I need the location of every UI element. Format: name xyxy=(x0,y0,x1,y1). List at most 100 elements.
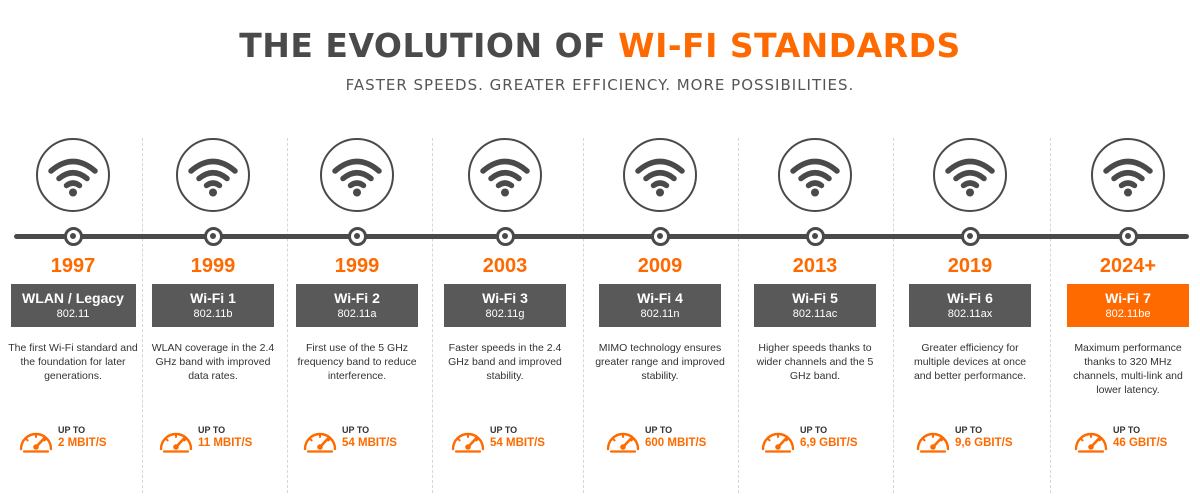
standard-year: 2009 xyxy=(637,255,683,277)
wifi-icon xyxy=(778,138,852,212)
speed-prefix: UP TO xyxy=(1113,425,1141,435)
standard-code: 802.11ac xyxy=(792,308,838,320)
standard-box: Wi-Fi 6 802.11ax xyxy=(909,284,1031,327)
standard-description: First use of the 5 GHz frequency band to… xyxy=(297,342,417,382)
timeline-node xyxy=(1118,227,1138,246)
wifi-icon xyxy=(176,138,250,212)
speed-value: 54 MBIT/S xyxy=(342,437,397,449)
page-title: THE EVOLUTION OF WI-FI STANDARDS xyxy=(0,26,1200,65)
standard-name: Wi-Fi 6 xyxy=(947,290,993,306)
standard-box: Wi-Fi 4 802.11n xyxy=(599,284,721,327)
speed-value: 6,9 GBIT/S xyxy=(800,437,858,449)
standard-year: 1999 xyxy=(334,255,380,277)
standard-year: 2019 xyxy=(947,255,993,277)
timeline-node-dot xyxy=(501,233,508,239)
wifi-icon xyxy=(320,138,394,212)
speed-prefix: UP TO xyxy=(198,425,226,435)
column-divider xyxy=(583,138,584,493)
timeline-node-dot xyxy=(656,233,663,239)
speed-prefix: UP TO xyxy=(58,425,86,435)
standard-code: 802.11n xyxy=(640,308,680,320)
timeline-node xyxy=(960,227,980,246)
standard-code: 802.11b xyxy=(193,308,233,320)
timeline-line xyxy=(14,234,1189,239)
standard-name: Wi-Fi 3 xyxy=(482,290,528,306)
standard-box: WLAN / Legacy 802.11 xyxy=(10,284,136,327)
timeline-node-dot xyxy=(1124,233,1131,239)
speed-info: UP TO 600 MBIT/S xyxy=(604,425,724,455)
timeline-node-dot xyxy=(353,233,360,239)
title-part-dark: THE EVOLUTION OF xyxy=(239,26,619,65)
standard-code: 802.11ax xyxy=(947,308,993,320)
standard-code: 802.11 xyxy=(56,308,90,320)
timeline-node xyxy=(805,227,825,246)
speed-info: UP TO 54 MBIT/S xyxy=(301,425,421,455)
standard-description: The first Wi-Fi standard and the foundat… xyxy=(8,342,138,382)
standard-description: Maximum performance thanks to 320 MHz ch… xyxy=(1073,342,1183,396)
column-divider xyxy=(432,138,433,493)
wifi-icon xyxy=(36,138,110,212)
speed-prefix: UP TO xyxy=(800,425,828,435)
speed-info: UP TO 54 MBIT/S xyxy=(449,425,569,455)
standard-box: Wi-Fi 2 802.11a xyxy=(296,284,418,327)
timeline-node-dot xyxy=(811,233,818,239)
timeline-node xyxy=(495,227,515,246)
standard-box: Wi-Fi 3 802.11g xyxy=(444,284,566,327)
timeline-node-dot xyxy=(69,233,76,239)
column-divider xyxy=(738,138,739,493)
standard-name: Wi-Fi 4 xyxy=(637,290,683,306)
speed-value: 11 MBIT/S xyxy=(198,437,253,449)
standard-description: Greater efficiency for multiple devices … xyxy=(913,342,1027,382)
wifi-icon xyxy=(933,138,1007,212)
speed-prefix: UP TO xyxy=(955,425,983,435)
speed-prefix: UP TO xyxy=(490,425,518,435)
standard-code: 802.11g xyxy=(485,308,525,320)
timeline-node xyxy=(650,227,670,246)
speed-info: UP TO 2 MBIT/S xyxy=(17,425,137,455)
speed-value: 9,6 GBIT/S xyxy=(955,437,1013,449)
column-divider xyxy=(893,138,894,493)
standard-name: Wi-Fi 1 xyxy=(190,290,236,306)
timeline-node xyxy=(347,227,367,246)
column-divider xyxy=(1050,138,1051,493)
speed-value: 2 MBIT/S xyxy=(58,437,107,449)
standard-year: 2024+ xyxy=(1099,255,1157,277)
standard-year: 1997 xyxy=(50,255,96,277)
column-divider xyxy=(142,138,143,493)
standard-description: WLAN coverage in the 2.4 GHz band with i… xyxy=(151,342,275,382)
speed-info: UP TO 6,9 GBIT/S xyxy=(759,425,879,455)
standard-code: 802.11be xyxy=(1105,308,1151,320)
standard-box: Wi-Fi 7 802.11be xyxy=(1067,284,1189,327)
standard-name: Wi-Fi 5 xyxy=(792,290,838,306)
standard-name: Wi-Fi 2 xyxy=(334,290,380,306)
column-divider xyxy=(287,138,288,493)
timeline-node xyxy=(203,227,223,246)
speed-info: UP TO 9,6 GBIT/S xyxy=(914,425,1034,455)
wifi-icon xyxy=(623,138,697,212)
speed-prefix: UP TO xyxy=(645,425,673,435)
speed-value: 600 MBIT/S xyxy=(645,437,707,449)
speed-info: UP TO 11 MBIT/S xyxy=(157,425,277,455)
timeline-node-dot xyxy=(966,233,973,239)
standard-code: 802.11a xyxy=(337,308,377,320)
timeline-node xyxy=(63,227,83,246)
standard-box: Wi-Fi 5 802.11ac xyxy=(754,284,876,327)
wifi-icon xyxy=(1091,138,1165,212)
standard-description: Faster speeds in the 2.4 GHz band and im… xyxy=(448,342,562,382)
wifi-icon xyxy=(468,138,542,212)
title-part-highlight: WI-FI STANDARDS xyxy=(618,26,961,65)
standard-year: 2013 xyxy=(792,255,838,277)
speed-value: 46 GBIT/S xyxy=(1113,437,1168,449)
standard-name: Wi-Fi 7 xyxy=(1105,290,1151,306)
standard-description: MIMO technology ensures greater range an… xyxy=(595,342,725,382)
timeline-node-dot xyxy=(209,233,216,239)
speed-info: UP TO 46 GBIT/S xyxy=(1072,425,1192,455)
standard-name: WLAN / Legacy xyxy=(22,290,124,306)
standard-year: 1999 xyxy=(190,255,236,277)
page-subtitle: FASTER SPEEDS. GREATER EFFICIENCY. MORE … xyxy=(345,76,855,94)
standard-description: Higher speeds thanks to wider channels a… xyxy=(756,342,874,382)
speed-value: 54 MBIT/S xyxy=(490,437,545,449)
speed-prefix: UP TO xyxy=(342,425,370,435)
standard-box: Wi-Fi 1 802.11b xyxy=(152,284,274,327)
standard-year: 2003 xyxy=(482,255,528,277)
